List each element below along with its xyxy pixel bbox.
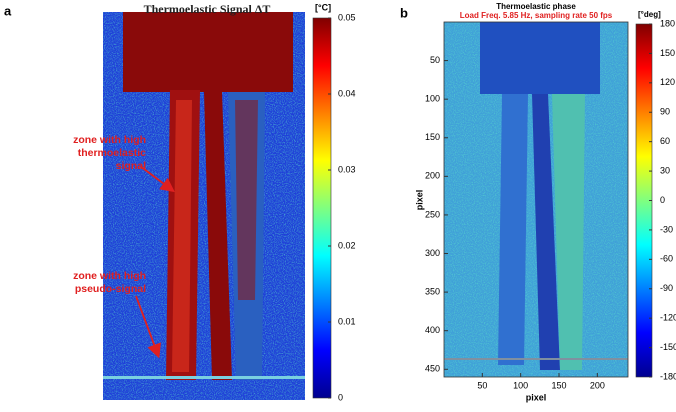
colorbar-tick-label: 0.04: [338, 88, 356, 98]
annotation: pseudo-signal: [75, 283, 146, 295]
arrow: [135, 295, 161, 359]
colorbar-tick-label: 120: [660, 77, 675, 87]
arrow: [139, 165, 175, 193]
colorbar-tick-label: 30: [660, 165, 670, 175]
subtitle: Load Freq. 5.85 Hz, sampling rate 50 fps: [460, 11, 613, 20]
x-tick-label: 100: [513, 380, 528, 390]
colorbar-tick-label: -150: [660, 342, 676, 352]
y-tick-label: 300: [425, 248, 440, 258]
colorbar-tick-label: 0.03: [338, 164, 356, 174]
y-tick-label: 450: [425, 364, 440, 374]
colorbar-tick-label: 0.02: [338, 240, 356, 250]
colorbar-tick-label: -30: [660, 224, 673, 234]
colorbar-tick-label: 60: [660, 136, 670, 146]
colorbar-tick-label: 0.01: [338, 316, 356, 326]
y-tick-label: 50: [430, 55, 440, 65]
colorbar-tick-label: -180: [660, 371, 676, 381]
annotation: zone with high: [73, 134, 146, 146]
colorbar-tick-label: 0: [338, 392, 343, 402]
x-axis-label: pixel: [526, 392, 547, 402]
y-tick-label: 200: [425, 171, 440, 181]
colorbar-tick-label: -120: [660, 313, 676, 323]
y-tick-label: 100: [425, 94, 440, 104]
y-tick-label: 250: [425, 209, 440, 219]
annotation: thermoelastic: [78, 147, 146, 159]
colorbar-tick-label: 0: [660, 195, 665, 205]
phase-image-b: [443, 21, 629, 378]
panel-label: a: [4, 3, 12, 18]
x-tick-label: 150: [551, 380, 566, 390]
colorbar-tick-label: 90: [660, 107, 670, 117]
thermal-image-a: [103, 12, 305, 400]
y-axis-label: pixel: [414, 190, 424, 211]
colorbar: [312, 17, 332, 399]
colorbar-tick-label: -60: [660, 254, 673, 264]
y-tick-label: 150: [425, 132, 440, 142]
x-tick-label: 50: [477, 380, 487, 390]
y-tick-label: 400: [425, 325, 440, 335]
colorbar-label: [°deg]: [638, 10, 661, 19]
title: Thermoelastic Signal ΔT: [144, 2, 271, 16]
colorbar-label: [°C]: [315, 2, 331, 12]
title: Thermoelastic phase: [496, 2, 576, 11]
colorbar-tick-label: 180: [660, 18, 675, 28]
y-tick-label: 350: [425, 286, 440, 296]
annotation: zone with high: [73, 270, 146, 282]
colorbar-tick-label: -90: [660, 283, 673, 293]
x-tick-label: 200: [590, 380, 605, 390]
colorbar-tick-label: 150: [660, 48, 675, 58]
colorbar-tick-label: 0.05: [338, 12, 356, 22]
annotation: signal: [116, 160, 146, 172]
panel-label: b: [400, 5, 408, 20]
